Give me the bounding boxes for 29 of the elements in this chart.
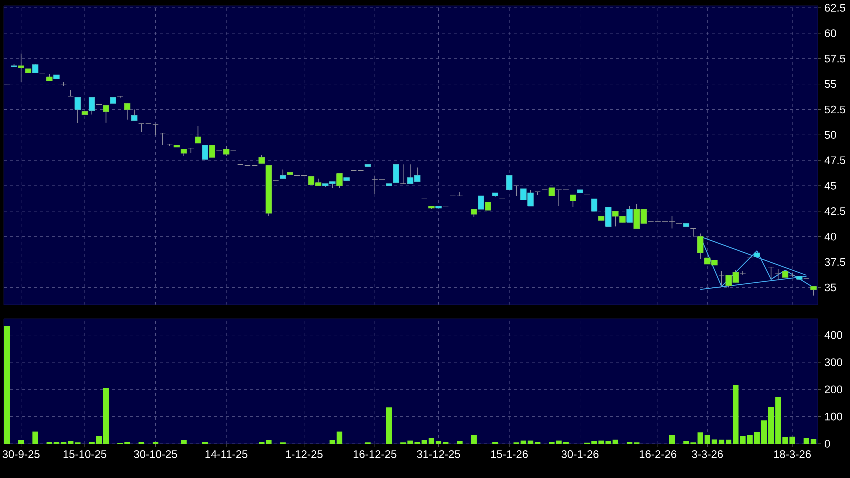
y-tick-label: 57.5 [824, 55, 846, 63]
y-tick-label: 400 [824, 331, 842, 340]
x-tick-label: 1-12-25 [286, 450, 323, 458]
x-tick-label: 30-1-26 [562, 450, 599, 458]
y-tick-label: 300 [824, 358, 842, 366]
x-tick-label: 16-12-25 [354, 450, 397, 458]
x-tick-label: 31-12-25 [417, 450, 460, 458]
y-tick-label: 55 [824, 80, 836, 88]
y-tick-label: 42.5 [824, 208, 846, 216]
y-tick-label: 0 [824, 440, 830, 448]
x-tick-label: 30-9-25 [2, 450, 40, 458]
x-tick-label: 3-3-26 [692, 450, 724, 458]
x-tick-label: 15-1-26 [491, 450, 528, 458]
y-tick-label: 40 [824, 232, 836, 241]
y-tick-label: 45 [824, 182, 836, 190]
y-tick-label: 52.5 [824, 106, 846, 114]
x-tick-label: 14-11-25 [206, 450, 248, 458]
y-tick-label: 50 [824, 131, 836, 140]
y-tick-label: 200 [825, 386, 842, 394]
y-tick-label: 35 [824, 284, 836, 292]
y-tick-label: 37.5 [824, 258, 846, 266]
x-tick-label: 30-10-25 [134, 450, 178, 458]
y-tick-label: 47.5 [824, 156, 846, 164]
y-tick-label: 62.5 [825, 4, 846, 12]
x-tick-label: 15-10-25 [64, 450, 107, 458]
y-tick-label: 100 [825, 412, 842, 421]
x-tick-label: 16-2-26 [640, 450, 677, 458]
x-tick-label: 18-3-26 [774, 450, 811, 458]
y-tick-label: 60 [825, 30, 836, 38]
